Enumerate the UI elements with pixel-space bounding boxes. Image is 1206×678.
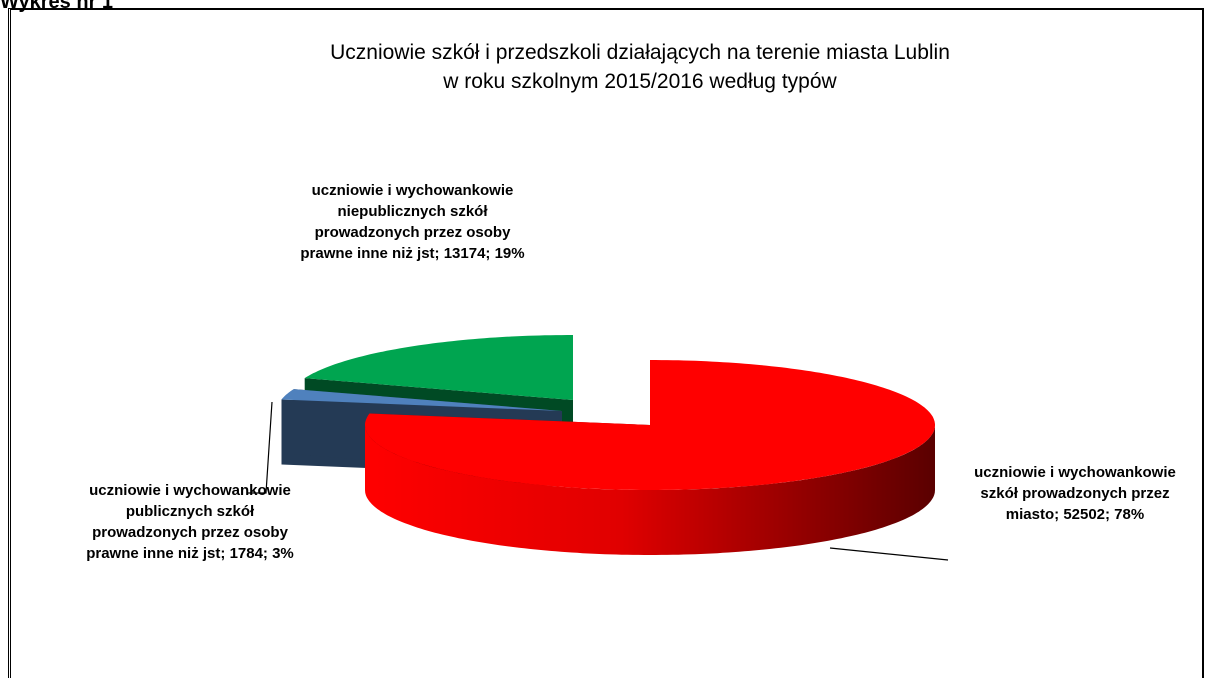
chart-title: Uczniowie szkół i przedszkoli działający… [140, 38, 1140, 96]
data-label: uczniowie i wychowankowie niepublicznych… [300, 180, 525, 264]
title-line: w roku szkolnym 2015/2016 według typów [443, 70, 837, 93]
value-label: 1784; 3% [229, 545, 294, 562]
slice [281, 389, 562, 411]
slice [365, 360, 935, 490]
value-label: 52502; 78% [1063, 506, 1145, 523]
chart-frame [8, 8, 1204, 678]
value-label: 13174; 19% [443, 245, 525, 262]
title-line: Uczniowie szkół i przedszkoli działający… [330, 41, 950, 64]
leader-line [248, 401, 273, 494]
data-label: uczniowie i wychowankowie publicznych sz… [75, 480, 305, 564]
slice [304, 335, 573, 400]
data-label: uczniowie i wychowankowie szkół prowadzo… [955, 462, 1195, 525]
category-label: uczniowie i wychowankowie szkół prowadzo… [974, 464, 1176, 523]
leader-line [829, 547, 949, 561]
